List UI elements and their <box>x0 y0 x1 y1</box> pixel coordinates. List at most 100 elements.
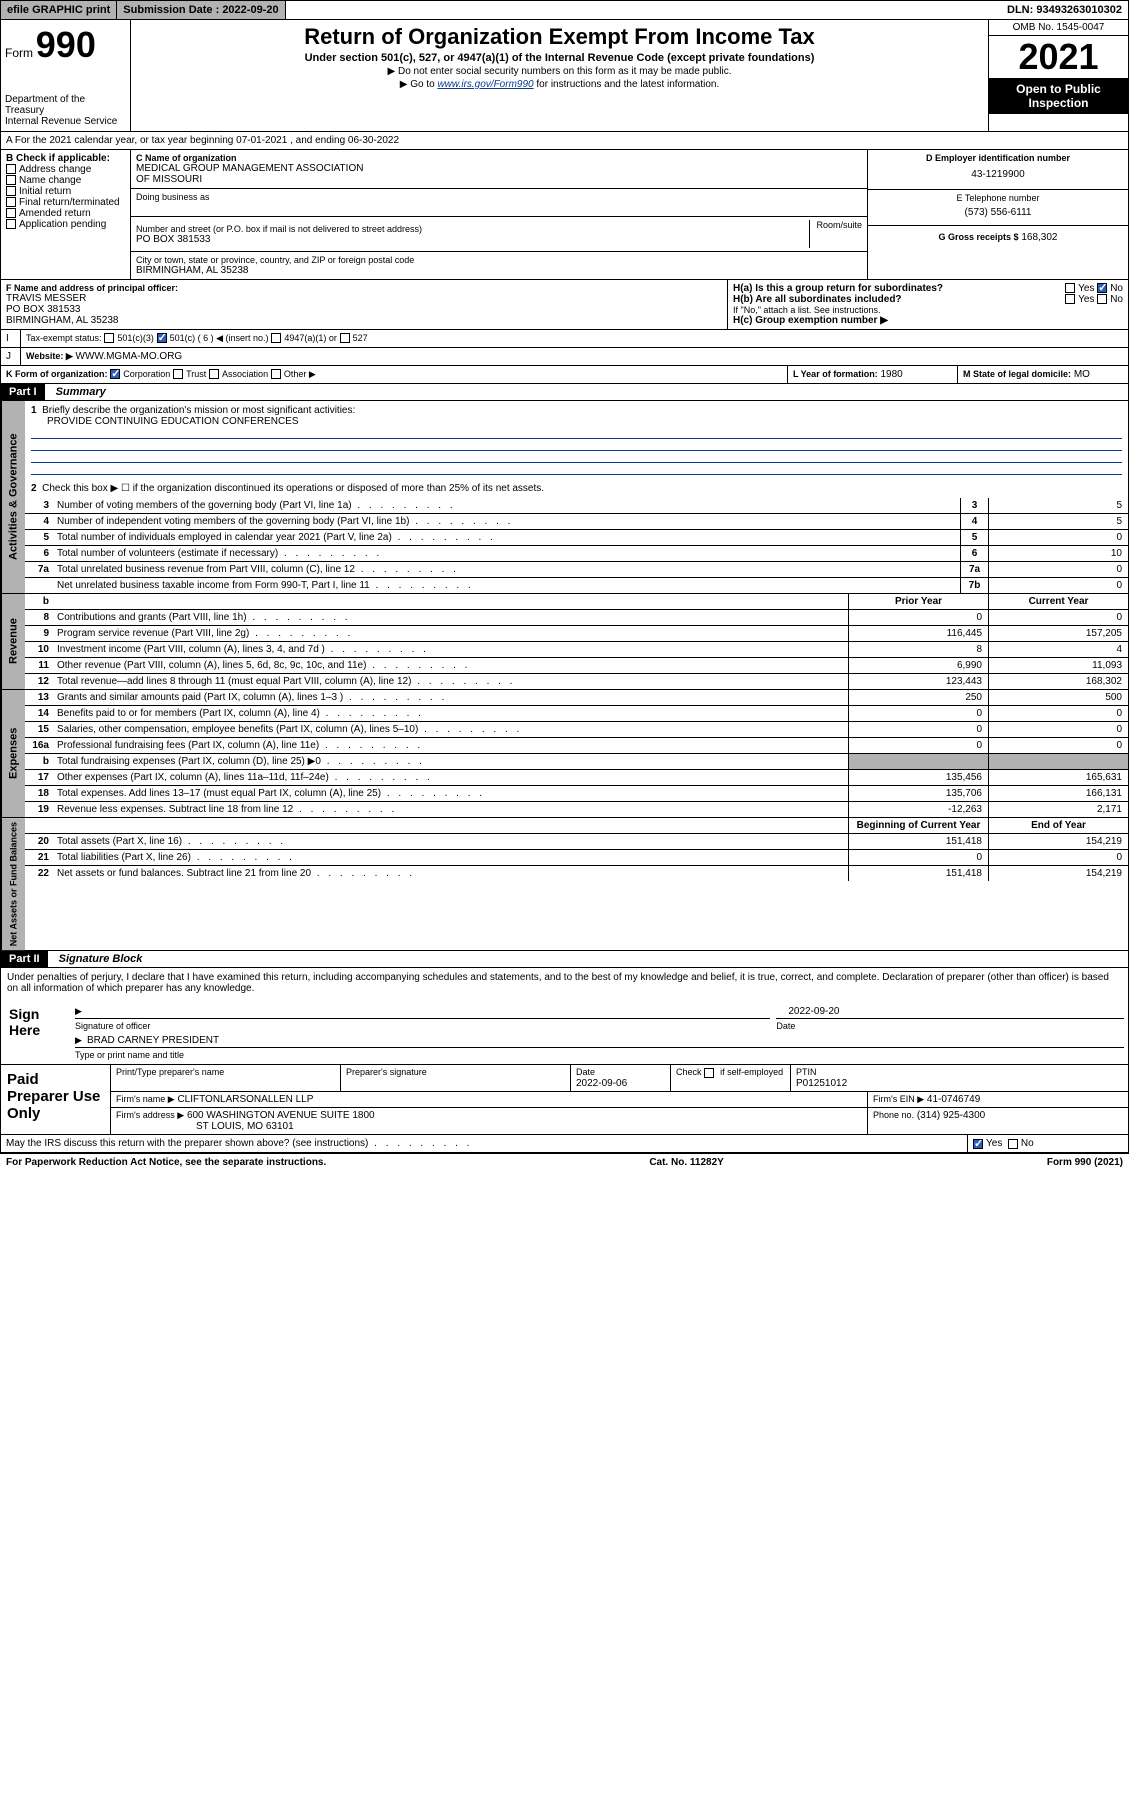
section-A: A For the 2021 calendar year, or tax yea… <box>0 132 1129 150</box>
C-name-label: C Name of organization <box>136 153 862 163</box>
checkbox-address-change[interactable]: Address change <box>6 164 125 175</box>
ssn-note: ▶ Do not enter social security numbers o… <box>135 66 984 77</box>
goto-note: ▶ Go to www.irs.gov/Form990 for instruct… <box>135 79 984 90</box>
I-label: Tax-exempt status: <box>26 333 102 343</box>
line-16a: 16aProfessional fundraising fees (Part I… <box>25 738 1128 754</box>
phone-value: (573) 556-6111 <box>873 203 1123 222</box>
irs-link[interactable]: www.irs.gov/Form990 <box>437 79 533 90</box>
sign-date: 2022-09-20 <box>776 1004 1124 1019</box>
F-label: F Name and address of principal officer: <box>6 283 722 293</box>
officer-name: TRAVIS MESSER <box>6 293 722 304</box>
website: WWW.MGMA-MO.ORG <box>76 351 183 362</box>
officer-addr1: PO BOX 381533 <box>6 304 722 315</box>
city-state-zip: BIRMINGHAM, AL 35238 <box>136 265 862 276</box>
may-discuss: May the IRS discuss this return with the… <box>6 1138 472 1149</box>
submission-date: Submission Date : 2022-09-20 <box>117 1 285 19</box>
gov-line-3: 3Number of voting members of the governi… <box>25 498 1128 514</box>
Hc-label: H(c) Group exemption number ▶ <box>733 315 1123 326</box>
tab-expenses: Expenses <box>1 690 25 817</box>
gov-line-7b: Net unrelated business taxable income fr… <box>25 578 1128 593</box>
open-inspection: Open to Public Inspection <box>989 78 1128 114</box>
line-9: 9Program service revenue (Part VIII, lin… <box>25 626 1128 642</box>
Ha-label: H(a) Is this a group return for subordin… <box>733 283 943 294</box>
cat-no: Cat. No. 11282Y <box>649 1157 723 1168</box>
gross-receipts: 168,302 <box>1021 232 1057 243</box>
tax-year: 2021 <box>989 36 1128 78</box>
gov-line-6: 6Total number of volunteers (estimate if… <box>25 546 1128 562</box>
L-label: L Year of formation: <box>793 369 878 379</box>
G-label: G Gross receipts $ <box>939 232 1019 242</box>
line-15: 15Salaries, other compensation, employee… <box>25 722 1128 738</box>
D-label: D Employer identification number <box>873 153 1123 163</box>
checkbox-final-return-terminated[interactable]: Final return/terminated <box>6 197 125 208</box>
firm-name: CLIFTONLARSONALLEN LLP <box>177 1094 313 1105</box>
net-assets-section: Net Assets or Fund Balances Beginning of… <box>0 818 1129 951</box>
dept-label: Department of the Treasury <box>5 94 126 116</box>
dba-label: Doing business as <box>136 192 862 202</box>
K-label: K Form of organization: <box>6 369 108 379</box>
line-17: 17Other expenses (Part IX, column (A), l… <box>25 770 1128 786</box>
paid-preparer-label: Paid Preparer Use Only <box>1 1065 111 1134</box>
top-bar: efile GRAPHIC print Submission Date : 20… <box>0 0 1129 20</box>
omb-number: OMB No. 1545-0047 <box>989 20 1128 36</box>
org-name-1: MEDICAL GROUP MANAGEMENT ASSOCIATION <box>136 163 862 174</box>
part2-title: Signature Block <box>51 953 143 965</box>
gov-line-4: 4Number of independent voting members of… <box>25 514 1128 530</box>
revenue-section: Revenue b Prior Year Current Year 8Contr… <box>0 594 1129 690</box>
line-20: 20Total assets (Part X, line 16)151,4181… <box>25 834 1128 850</box>
room-label: Room/suite <box>809 220 862 248</box>
firm-ein: 41-0746749 <box>927 1094 980 1105</box>
line-10: 10Investment income (Part VIII, column (… <box>25 642 1128 658</box>
checkbox-name-change[interactable]: Name change <box>6 175 125 186</box>
form-number: 990 <box>36 24 96 65</box>
firm-addr: 600 WASHINGTON AVENUE SUITE 1800 <box>187 1110 375 1121</box>
tab-governance: Activities & Governance <box>1 401 25 593</box>
E-label: E Telephone number <box>873 193 1123 203</box>
state-domicile: MO <box>1074 369 1090 380</box>
Hb-label: H(b) Are all subordinates included? <box>733 294 902 305</box>
M-label: M State of legal domicile: <box>963 369 1071 379</box>
line-11: 11Other revenue (Part VIII, column (A), … <box>25 658 1128 674</box>
tab-revenue: Revenue <box>1 594 25 689</box>
form-header: Form 990 Department of the Treasury Inte… <box>0 20 1129 132</box>
checkbox-initial-return[interactable]: Initial return <box>6 186 125 197</box>
irs-label: Internal Revenue Service <box>5 116 126 127</box>
line-14: 14Benefits paid to or for members (Part … <box>25 706 1128 722</box>
line-21: 21Total liabilities (Part X, line 26)00 <box>25 850 1128 866</box>
line-12: 12Total revenue—add lines 8 through 11 (… <box>25 674 1128 689</box>
form-label: Form <box>5 46 33 60</box>
checkbox-amended-return[interactable]: Amended return <box>6 208 125 219</box>
form-title: Return of Organization Exempt From Incom… <box>135 24 984 50</box>
governance-section: Activities & Governance 1 Briefly descri… <box>0 401 1129 594</box>
line-b: bTotal fundraising expenses (Part IX, co… <box>25 754 1128 770</box>
form-subtitle: Under section 501(c), 527, or 4947(a)(1)… <box>135 52 984 64</box>
Hb-note: If "No," attach a list. See instructions… <box>733 305 1123 315</box>
checkbox-application-pending[interactable]: Application pending <box>6 219 125 230</box>
line-18: 18Total expenses. Add lines 13–17 (must … <box>25 786 1128 802</box>
part1-title: Summary <box>48 386 106 398</box>
mission-text: PROVIDE CONTINUING EDUCATION CONFERENCES <box>31 416 299 427</box>
firm-phone: (314) 925-4300 <box>917 1110 985 1121</box>
dln: DLN: 93493263010302 <box>1001 1 1128 19</box>
efile-print-button[interactable]: efile GRAPHIC print <box>1 1 117 19</box>
section-B: B Check if applicable: Address changeNam… <box>1 150 131 279</box>
paperwork-notice: For Paperwork Reduction Act Notice, see … <box>6 1157 326 1168</box>
year-formation: 1980 <box>880 369 902 380</box>
officer-typed-name: BRAD CARNEY PRESIDENT <box>75 1033 1124 1048</box>
part2-header: Part II <box>1 951 48 967</box>
tab-net-assets: Net Assets or Fund Balances <box>1 818 25 950</box>
addr-label: Number and street (or P.O. box if mail i… <box>136 224 803 234</box>
ein-value: 43-1219900 <box>873 163 1123 186</box>
street-address: PO BOX 381533 <box>136 234 803 245</box>
line-22: 22Net assets or fund balances. Subtract … <box>25 866 1128 881</box>
gov-line-5: 5Total number of individuals employed in… <box>25 530 1128 546</box>
gov-line-7a: 7aTotal unrelated business revenue from … <box>25 562 1128 578</box>
line-19: 19Revenue less expenses. Subtract line 1… <box>25 802 1128 817</box>
form-footer: Form 990 (2021) <box>1047 1157 1123 1168</box>
perjury-declaration: Under penalties of perjury, I declare th… <box>1 968 1128 998</box>
expenses-section: Expenses 13Grants and similar amounts pa… <box>0 690 1129 818</box>
city-label: City or town, state or province, country… <box>136 255 862 265</box>
org-name-2: OF MISSOURI <box>136 174 862 185</box>
J-label: Website: ▶ <box>26 351 73 361</box>
officer-addr2: BIRMINGHAM, AL 35238 <box>6 315 722 326</box>
